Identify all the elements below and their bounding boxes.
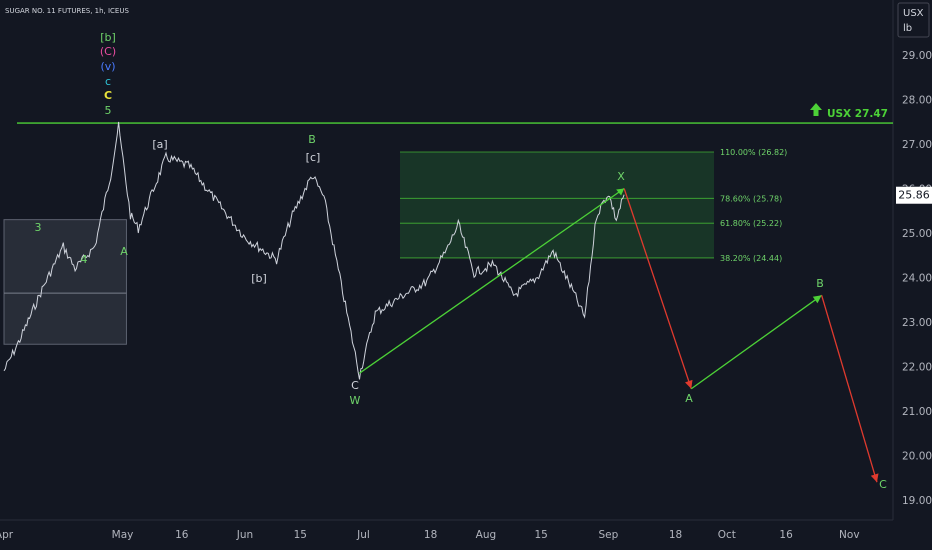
price-tick-label: 29.00: [902, 50, 932, 62]
wave-label-four: 4: [81, 253, 88, 266]
projection-segment: [821, 295, 878, 483]
price-tick-label: 19.00: [902, 495, 932, 507]
symbol-title: SUGAR NO. 11 FUTURES, 1h, ICEUS: [5, 7, 129, 15]
projection-arrowhead: [870, 473, 879, 483]
consolidation-box: [3, 219, 127, 345]
wave-label-c-small: c: [105, 75, 111, 88]
time-tick-label: May: [112, 529, 134, 541]
projection-arrows: [623, 188, 879, 483]
time-tick-label: Aug: [476, 529, 497, 541]
price-tick-label: 21.00: [902, 406, 932, 418]
time-tick-label: Nov: [839, 529, 860, 541]
wave-label-c-bracket: [c]: [306, 151, 321, 164]
wave-label-v-paren: (v): [100, 60, 115, 73]
fib-level-label: 78.60% (25.78): [720, 194, 782, 203]
fib-zone-box: [400, 152, 714, 258]
wave-label-b-bracket: [b]: [100, 31, 116, 44]
wave-label-b-bracket-june: [b]: [251, 272, 267, 285]
time-tick-label: Apr: [0, 529, 14, 541]
current-price-tag: 25.86: [896, 186, 932, 204]
time-axis[interactable]: Apr May 16 Jun 15 Jul 18 Aug 15 Sep 18 Oct 16 Nov: [0, 529, 860, 541]
time-tick-label: Sep: [598, 529, 618, 541]
price-tick-label: 25.00: [902, 228, 932, 240]
time-tick-label: 16: [779, 529, 793, 541]
wave-w-to-x-arrow: [359, 187, 625, 374]
price-tick-label: 22.00: [902, 362, 932, 374]
price-tick-label: 27.00: [902, 139, 932, 151]
wave-label-b-projected: B: [816, 277, 824, 290]
time-tick-label: 15: [535, 529, 548, 541]
price-tick-label: 28.00: [902, 95, 932, 107]
fib-level-label: 110.00% (26.82): [720, 148, 787, 157]
projection-arrowhead: [812, 295, 822, 304]
price-tick-label: 20.00: [902, 451, 932, 463]
projection-segment: [690, 294, 823, 390]
time-tick-label: Jun: [236, 529, 253, 541]
arrowhead: [616, 188, 625, 196]
fib-level-label: 38.20% (24.44): [720, 254, 782, 263]
wave-label-a-bracket: [a]: [152, 138, 167, 151]
unit-label: lb: [903, 23, 912, 34]
wave-label-x-sep: X: [617, 170, 625, 183]
currency-label: USX: [903, 8, 924, 19]
time-tick-label: 16: [175, 529, 189, 541]
fibonacci-levels: 110.00% (26.82) 78.60% (25.78) 61.80% (25.…: [400, 148, 787, 263]
price-series-line: [3, 121, 625, 380]
currency-unit-box[interactable]: [897, 2, 930, 38]
resistance-label: USX 27.47: [827, 108, 888, 120]
wave-label-three: 3: [35, 221, 42, 234]
projection-segment: [623, 188, 692, 389]
price-tick-label: 23.00: [902, 317, 932, 329]
wave-label-c-paren: (C): [100, 45, 116, 58]
time-tick-label: Oct: [718, 529, 736, 541]
wave-label-a-projected: A: [685, 392, 693, 405]
wave-label-c-july: C: [351, 379, 359, 392]
up-arrow-icon: [810, 103, 822, 116]
wave-label-a-may: A: [120, 245, 128, 258]
price-tick-label: 24.00: [902, 273, 932, 285]
time-tick-label: 15: [294, 529, 307, 541]
price-axis[interactable]: 29.0028.0027.0026.0025.0024.0023.0022.00…: [902, 50, 932, 507]
time-tick-label: 18: [669, 529, 682, 541]
wave-label-b-big: B: [308, 133, 316, 146]
wave-label-c-projected: C: [879, 478, 887, 491]
time-tick-label: Jul: [356, 529, 370, 541]
wave-label-w-july: W: [350, 394, 361, 407]
wave-label-c-yellow: C: [104, 89, 112, 102]
svg-text:25.86: 25.86: [898, 189, 930, 202]
wave-label-five: 5: [105, 104, 112, 117]
projection-arrowhead: [685, 379, 693, 389]
time-tick-label: 18: [424, 529, 437, 541]
fib-level-label: 61.80% (25.22): [720, 219, 782, 228]
